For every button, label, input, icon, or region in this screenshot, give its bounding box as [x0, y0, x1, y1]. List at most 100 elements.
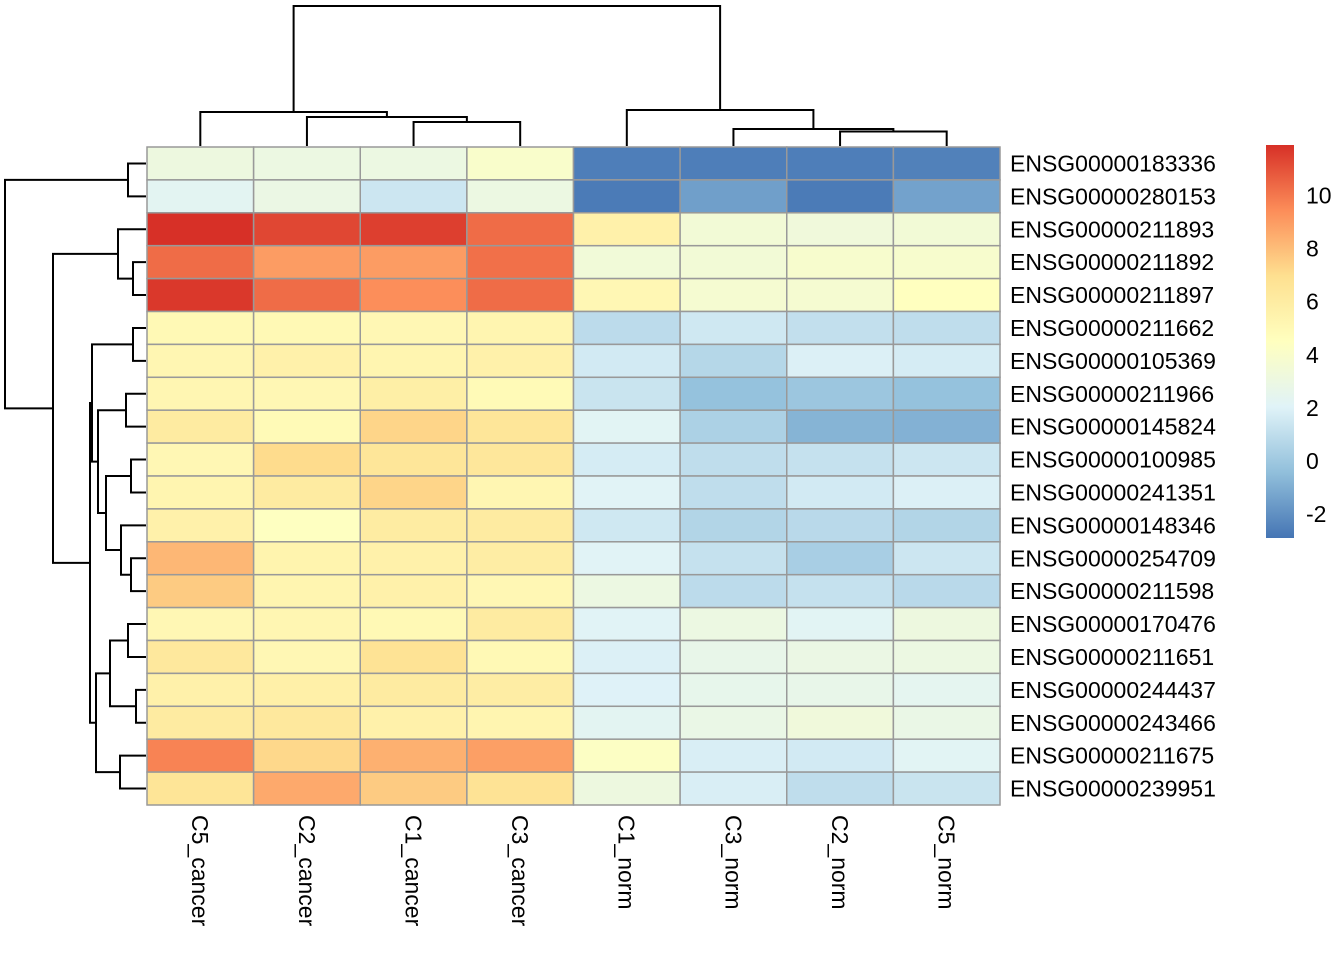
heatmap-cell	[786, 541, 895, 576]
heatmap-cell	[146, 310, 255, 346]
heatmap-cell	[892, 409, 1001, 444]
heatmap-cell	[572, 475, 681, 510]
column-label: C3_norm	[720, 815, 746, 910]
heatmap-cell	[786, 573, 895, 609]
heatmap-cell	[146, 277, 255, 313]
heatmap-cell	[252, 705, 362, 740]
heatmap-cell	[359, 310, 468, 346]
row-labels: ENSG00000183336 ENSG00000280153 ENSG000002…	[1010, 151, 1216, 802]
heatmap-cell	[679, 442, 788, 477]
heatmap-cell	[146, 475, 255, 510]
heatmap-cell	[572, 738, 681, 773]
heatmap-cell	[466, 606, 575, 642]
heatmap-cell	[252, 672, 362, 708]
row-label: ENSG00000100985	[1010, 447, 1216, 473]
heatmap-cell	[466, 639, 575, 675]
heatmap-cell	[359, 672, 468, 708]
heatmap-cell	[572, 541, 681, 576]
column-labels: C5_cancer C2_cancer C1_cancer C3_cancer C1_n…	[187, 815, 959, 927]
heatmap-cell	[466, 146, 575, 181]
heatmap-cell	[679, 606, 788, 642]
heatmap-cell	[679, 771, 788, 806]
heatmap-cell	[679, 541, 788, 576]
heatmap-cell	[892, 475, 1001, 510]
row-dendrogram	[4, 162, 146, 790]
heatmap-cell	[572, 705, 681, 740]
heatmap-cell	[786, 508, 895, 543]
heatmap-cell	[572, 376, 681, 411]
legend-tick-labels: 10 8 6 4 2 0 -2	[1306, 183, 1332, 528]
heatmap-cell	[892, 376, 1001, 411]
heatmap-cell	[359, 639, 468, 675]
row-label: ENSG00000244437	[1010, 677, 1216, 703]
heatmap-cell	[572, 573, 681, 609]
legend-tick-label: 0	[1306, 448, 1319, 474]
heatmap-cell	[786, 277, 895, 313]
heatmap-cell	[252, 343, 362, 379]
heatmap-cell	[786, 639, 895, 675]
legend-colorbar	[1266, 145, 1294, 538]
heatmap-cell	[892, 442, 1001, 477]
heatmap-cell	[679, 573, 788, 609]
heatmap-cell	[679, 244, 788, 280]
heatmap-cell	[146, 573, 255, 609]
heatmap-cell	[252, 573, 362, 609]
heatmap-cell	[466, 212, 575, 247]
legend-tick-label: 6	[1306, 289, 1319, 315]
heatmap-cell	[146, 212, 255, 247]
heatmap-cell	[892, 508, 1001, 543]
heatmap-cell	[679, 277, 788, 313]
heatmap-cell	[786, 146, 895, 181]
column-dendrogram	[199, 5, 948, 146]
heatmap-cell	[786, 705, 895, 740]
heatmap-cell	[892, 771, 1001, 806]
heatmap-cell	[466, 738, 575, 773]
heatmap-cell	[679, 409, 788, 444]
heatmap-cell	[572, 343, 681, 379]
column-label: C1_cancer	[401, 815, 427, 927]
heatmap-cell	[786, 409, 895, 444]
heatmap-cell	[359, 573, 468, 609]
heatmap-cell	[252, 442, 362, 477]
heatmap-cell	[679, 179, 788, 214]
row-label: ENSG00000243466	[1010, 710, 1216, 736]
heatmap-cell	[679, 672, 788, 708]
heatmap-cell	[252, 277, 362, 313]
heatmap-cell	[466, 508, 575, 543]
heatmap-cell	[146, 541, 255, 576]
heatmap-cell	[466, 409, 575, 444]
heatmap-cell	[786, 475, 895, 510]
heatmap-cell	[466, 705, 575, 740]
legend-tick-label: 2	[1306, 395, 1319, 421]
column-label: C2_norm	[827, 815, 853, 910]
heatmap-cell	[679, 146, 788, 181]
heatmap-cell	[252, 179, 362, 214]
row-label: ENSG00000170476	[1010, 611, 1216, 637]
heatmap-cell	[252, 639, 362, 675]
heatmap-cell	[359, 771, 468, 806]
heatmap-cell	[252, 475, 362, 510]
heatmap-cell	[572, 146, 681, 181]
heatmap-cell	[892, 672, 1001, 708]
heatmap-cell	[679, 639, 788, 675]
heatmap-cell	[252, 212, 362, 247]
heatmap-cell	[252, 738, 362, 773]
legend-tick-label: 4	[1306, 342, 1319, 368]
heatmap-cell	[466, 310, 575, 346]
heatmap-cell	[146, 244, 255, 280]
legend-tick-label: -2	[1306, 501, 1326, 527]
heatmap-cell	[679, 212, 788, 247]
heatmap-cell	[359, 475, 468, 510]
heatmap-cell	[466, 244, 575, 280]
heatmap-cell	[892, 277, 1001, 313]
heatmap-cell	[252, 771, 362, 806]
heatmap-cell	[252, 541, 362, 576]
row-label: ENSG00000183336	[1010, 151, 1216, 177]
heatmap-cell	[572, 606, 681, 642]
heatmap-cell	[359, 442, 468, 477]
heatmap-cell	[572, 771, 681, 806]
row-label: ENSG00000105369	[1010, 348, 1216, 374]
row-label: ENSG00000280153	[1010, 183, 1216, 209]
row-label: ENSG00000211966	[1010, 381, 1214, 407]
